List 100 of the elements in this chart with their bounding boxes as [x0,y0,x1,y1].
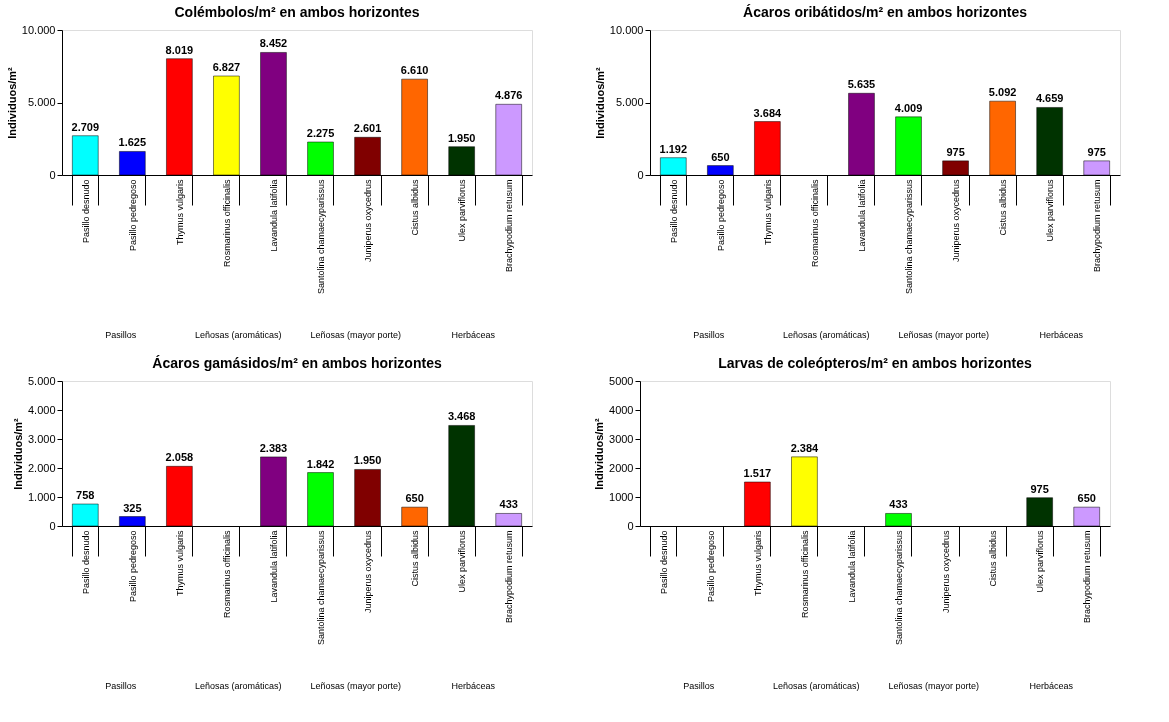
chart-title: Ácaros gamásidos/m² en ambos horizontes [152,355,442,371]
x-tick-label: Pasillo pedregoso [705,530,716,603]
text: Leñosas (mayor porte) [310,330,402,340]
data-label: 1.842 [306,457,335,470]
y-tick-label: 1000 [609,490,634,503]
y-tick-label: 2.000 [27,461,56,474]
x-tick-label: Lavandula latifolia [856,179,867,252]
text: Leñosas (mayor porte) [310,681,402,691]
x-tick-label: Pasillo desnudo [668,179,679,244]
data-label: 6.610 [400,64,429,77]
x-tick-label: Cistus albidus [988,530,999,587]
data-label: 1.517 [743,467,772,480]
x-tick-label: Cistus albidus [410,530,421,587]
x-tick-label: Thymus vulgaris [762,179,773,246]
x-tick-label: Brachypodium retusum [504,530,515,624]
x-tick-label: Santolina chamaecyparissus [316,530,327,646]
y-tick-label: 5.000 [27,96,56,108]
y-tick-label: 3000 [609,432,634,445]
y-tick-label: 5.000 [27,374,56,387]
x-tick-label: Pasillo desnudo [80,179,91,244]
data-label: 6.827 [212,61,241,74]
x-tick-label: Rosmarinus officinalis [221,530,232,618]
x-tick-label: Rosmarinus officinalis [799,530,810,618]
x-tick-label: Juniperus oxycedrus [941,530,952,614]
data-label: 975 [1087,145,1106,158]
data-label: 758 [76,489,95,502]
x-tick-label: Pasillo pedregoso [127,179,138,252]
data-label: 5.635 [847,78,876,91]
data-label: 650 [1077,492,1096,505]
text: Leñosas (aromáticas) [772,681,860,691]
data-label: 2.383 [259,441,288,454]
data-label: 4.876 [494,89,523,102]
data-label: 3.468 [447,410,476,423]
x-tick-label: Brachypodium retusum [504,179,515,273]
y-tick-label: 5000 [609,374,634,387]
x-tick-label: Juniperus oxycedrus [951,179,962,263]
data-label: 1.950 [447,131,476,144]
y-axis-title: Individuos/m² [593,66,606,139]
x-tick-label: Brachypodium retusum [1082,530,1093,624]
x-tick-label: Cistus albidus [998,179,1009,236]
x-tick-label: Rosmarinus officinalis [809,179,820,267]
text: Leñosas (mayor porte) [888,681,980,691]
x-tick-label: Santolina chamaecyparissus [316,179,327,295]
y-tick-label: 0 [49,168,56,181]
data-label: 1.625 [118,136,147,149]
data-label: 2.275 [306,127,335,140]
data-label: 650 [711,150,730,163]
x-tick-label: Ulex parviflorus [1035,530,1046,593]
x-tick-label: Pasillo pedregoso [127,530,138,603]
y-axis-title: Individuos/m² [11,417,24,490]
x-tick-label: Cistus albidus [410,179,421,236]
data-label: 8.019 [165,43,194,56]
y-axis-title: Individuos/m² [5,66,18,139]
text: Pasillos [105,681,137,691]
y-tick-label: 0 [627,519,634,532]
text: Leñosas (aromáticas) [194,681,282,691]
x-tick-label: Rosmarinus officinalis [221,179,232,267]
x-tick-label: Pasillo pedregoso [715,179,726,252]
data-label: 975 [946,145,965,158]
text: Pasillos [683,681,715,691]
text: Pasillos [693,330,725,340]
x-tick-label: Juniperus oxycedrus [363,530,374,614]
y-axis-title: Individuos/m² [593,417,606,490]
data-label: 8.452 [259,37,288,50]
text: Pasillos [105,330,137,340]
x-tick-label: Lavandula latifolia [268,530,279,603]
text: Herbáceas [451,681,496,691]
x-tick-label: Thymus vulgaris [752,530,763,597]
x-tick-label: Ulex parviflorus [1045,179,1056,242]
text: Herbáceas [1029,681,1074,691]
y-tick-label: 0 [637,168,644,181]
text: Leñosas (aromáticas) [194,330,282,340]
x-tick-label: Brachypodium retusum [1092,179,1103,273]
text: Leñosas (mayor porte) [898,330,990,340]
x-tick-label: Lavandula latifolia [846,530,857,603]
data-label: 5.092 [988,86,1017,99]
data-label: 2.601 [353,122,382,135]
x-tick-label: Santolina chamaecyparissus [904,179,915,295]
x-tick-label: Santolina chamaecyparissus [894,530,905,646]
y-tick-label: 1.000 [27,490,56,503]
x-tick-label: Thymus vulgaris [174,179,185,246]
text: Herbáceas [1039,330,1084,340]
chart-title: Larvas de coleópteros/m² en ambos horizontes [718,355,1032,371]
y-tick-label: 0 [49,519,56,532]
data-label: 1.192 [659,142,688,155]
y-tick-label: 3.000 [27,432,56,445]
data-label: 2.058 [165,451,194,464]
x-tick-label: Pasillo desnudo [80,530,91,595]
data-label: 2.709 [71,120,100,133]
y-tick-label: 5.000 [615,96,644,108]
x-tick-label: Pasillo desnudo [658,530,669,595]
y-tick-label: 4.000 [27,403,56,416]
y-tick-label: 10.000 [21,23,56,36]
data-label: 3.684 [753,106,783,119]
data-label: 650 [405,492,424,505]
x-tick-label: Thymus vulgaris [174,530,185,597]
data-label: 2.384 [790,441,820,454]
data-label: 4.009 [894,101,923,114]
y-tick-label: 10.000 [609,23,644,36]
data-label: 1.950 [353,454,382,467]
